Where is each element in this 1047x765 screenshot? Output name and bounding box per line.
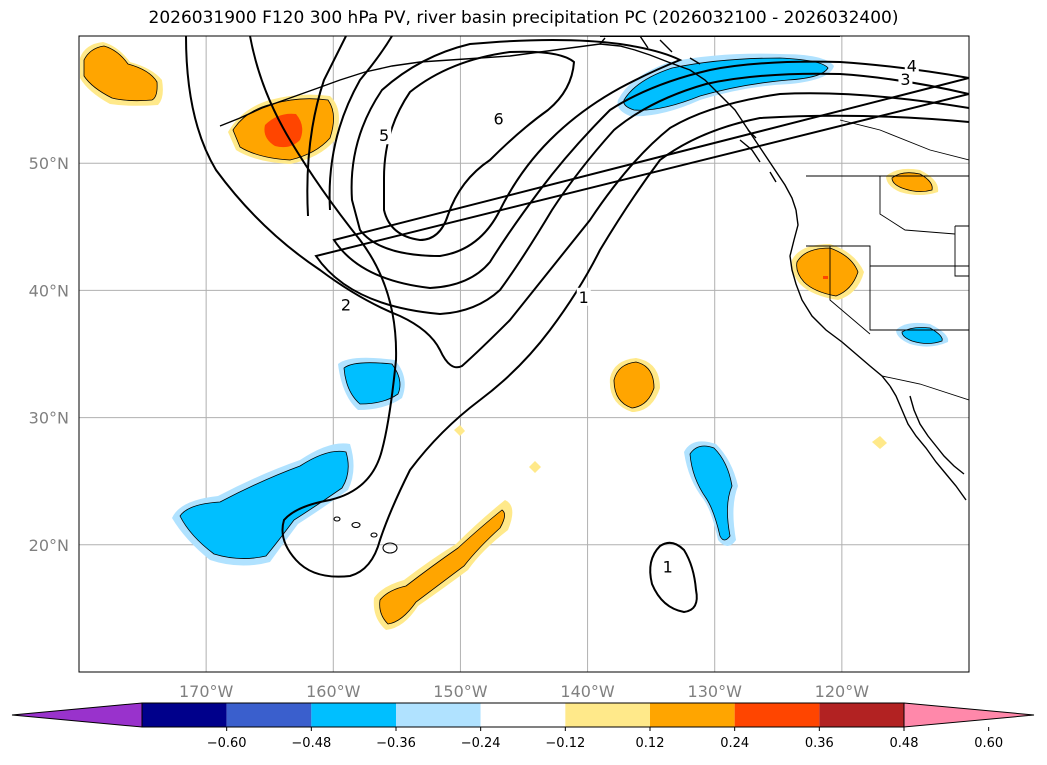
pv-contour-label-bg [377, 126, 392, 145]
pv-contour-2 [185, 36, 969, 369]
lon-tick-label: 170°W [179, 682, 234, 701]
coastline-baja [889, 385, 967, 501]
precipitation-outlines [83, 45, 943, 625]
colorbar-segment [142, 703, 227, 727]
pv-contour-label: 5 [379, 126, 389, 145]
precip-blob-hawaii-south-core [379, 510, 505, 624]
pv-contour-label: 4 [907, 56, 917, 75]
colorbar-segment [650, 703, 735, 727]
precip-blob-pacific-north-core [344, 362, 400, 404]
pv-contour-label: 1 [579, 288, 589, 307]
pv-contour-2b [249, 36, 969, 578]
colorbar-segment [396, 703, 481, 727]
pv-contour-6 [383, 50, 576, 242]
precip-blob-dot-a [454, 425, 465, 436]
pv-contour-label: 3 [900, 70, 910, 89]
lon-tick-label: 150°W [433, 682, 488, 701]
colorbar-tick-label: 0.24 [720, 736, 749, 751]
hawaiian-islands [333, 516, 398, 554]
pv-contour-label: 2 [341, 295, 351, 314]
precip-blob-california-max [823, 276, 828, 279]
colorbar-tick-label: −0.60 [207, 736, 247, 751]
political-borders [806, 119, 969, 401]
pv-contour-1-loop [649, 541, 698, 614]
pv-contour-label-bg [660, 557, 675, 576]
colorbar-segment [819, 703, 904, 727]
colorbar-segment [311, 703, 396, 727]
lon-tick-label: 130°W [688, 682, 743, 701]
lat-tick-label: 30°N [29, 409, 69, 428]
colorbar-tick-label: −0.24 [461, 736, 501, 751]
colorbar-extend-low [11, 702, 143, 728]
pv-contour-label-bg [898, 70, 913, 89]
pv-contour-labels: 6 5 43 2 1 1 [339, 56, 919, 576]
colorbar-segment [226, 703, 312, 727]
pv-contour-4 [328, 36, 969, 290]
colorbar-tick-label: −0.48 [291, 736, 331, 751]
map-background [79, 36, 969, 672]
pv-contour-5 [350, 39, 683, 258]
pv-contour-label-bg [904, 56, 919, 75]
colorbar: −0.60 −0.48 −0.36 −0.24 −0.12 0.12 0.24 0.36 0.4… [11, 702, 1035, 751]
colorbar-segment [734, 703, 820, 727]
colorbar-tick-label: −0.12 [545, 736, 585, 751]
pv-contour-label: 1 [663, 557, 673, 576]
pv-contour-label-bg [339, 295, 353, 314]
precip-blob-montana-core [892, 172, 933, 192]
colorbar-segment [480, 703, 566, 727]
coastline-alaska [219, 43, 797, 211]
colorbar-segment [565, 703, 650, 727]
lat-tick-label: 40°N [29, 281, 69, 300]
colorbar-tick-label: 0.12 [636, 736, 665, 751]
pv-contour-label-bg [491, 109, 506, 128]
pv-contour-3 [306, 36, 969, 316]
coastline-us-west [789, 209, 891, 387]
colorbar-tick-label: 0.48 [890, 736, 919, 751]
colorbar-extend-high [903, 702, 1035, 728]
pv-contour-label: 6 [493, 110, 503, 129]
precip-blob-hawaii-west-core [180, 451, 349, 559]
pv-contour-label-bg [576, 287, 591, 306]
colorbar-outline [141, 702, 905, 728]
colorbar-tick-label: −0.36 [376, 736, 416, 751]
lat-tick-label: 50°N [29, 154, 69, 173]
precipitation-shading [80, 42, 949, 630]
pv-contours [185, 36, 969, 614]
colorbar-tick-label: 0.36 [805, 736, 834, 751]
precip-blob-bc-coast-core [623, 58, 828, 111]
coastlines [219, 36, 967, 501]
precip-blob-arizona-core [902, 327, 943, 344]
precip-blob-subtropical-east-core [690, 446, 732, 540]
precip-blob-central-pacific-core [614, 362, 654, 408]
colorbar-tick-label: 0.60 [974, 736, 1003, 751]
axis-labels: 50°N 40°N 30°N 20°N 170°W 160°W 150°W 140°W 130°… [29, 154, 870, 701]
lon-tick-label: 120°W [815, 682, 870, 701]
chart-title: 2026031900 F120 300 hPa PV, river basin … [148, 8, 899, 28]
precip-blob-baja [872, 436, 887, 449]
map-frame [78, 35, 970, 673]
precip-blob-california-core [796, 248, 858, 296]
precip-blob-dot-b [529, 461, 541, 473]
lon-tick-label: 160°W [306, 682, 361, 701]
lat-tick-label: 20°N [29, 536, 69, 555]
precip-blob-bering-core [84, 46, 158, 101]
lon-tick-label: 140°W [560, 682, 615, 701]
